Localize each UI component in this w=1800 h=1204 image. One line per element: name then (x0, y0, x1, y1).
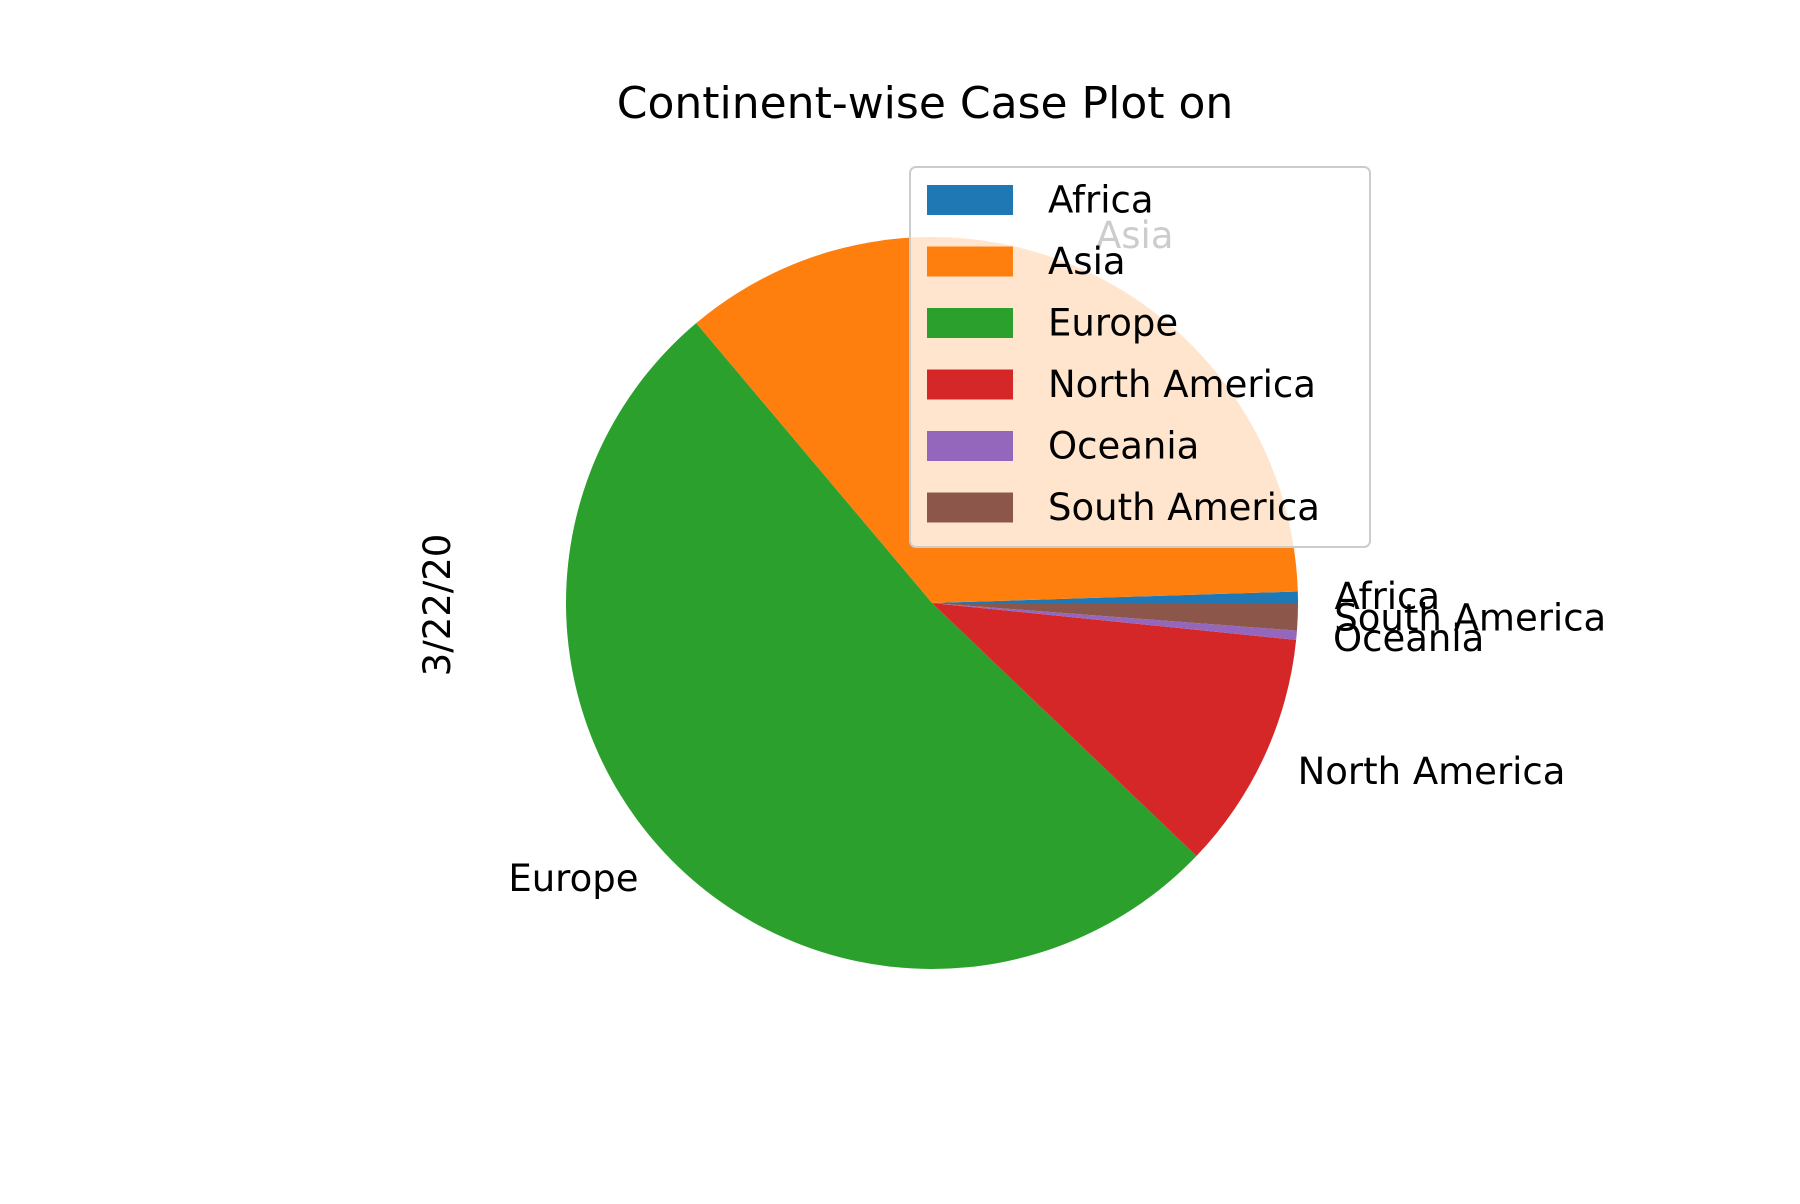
legend-label-africa: Africa (1048, 179, 1154, 222)
legend-swatch-europe (927, 308, 1013, 338)
slice-label-africa: Africa (1335, 575, 1441, 618)
pie-slice-north-america (932, 603, 1297, 857)
pie-slice-africa (932, 591, 1298, 603)
pie-slice-south-america (932, 603, 1298, 631)
legend-label-south-america: South America (1048, 486, 1320, 529)
pie-slice-europe (566, 323, 1197, 969)
legend-label-asia: Asia (1048, 240, 1126, 283)
slice-label-north-america: North America (1298, 750, 1566, 793)
legend-swatch-asia (927, 246, 1013, 277)
legend-frame (909, 166, 1371, 548)
legend: Africa Asia Europe North America Oceania Sout… (909, 166, 1371, 548)
legend-swatch-north-america (927, 369, 1013, 400)
y-axis-label: 3/22/20 (416, 534, 459, 677)
slice-label-europe: Europe (508, 857, 638, 900)
legend-label-europe: Europe (1048, 302, 1178, 345)
legend-label-north-america: North America (1048, 363, 1316, 406)
legend-swatch-africa (927, 185, 1013, 215)
legend-swatch-oceania (927, 431, 1013, 461)
chart-title: Continent-wise Case Plot on (617, 78, 1234, 129)
pie-slice-oceania (932, 603, 1297, 640)
legend-entries: Africa Asia Europe North America Oceania Sout… (927, 179, 1320, 529)
slice-label-oceania: Oceania (1333, 617, 1484, 660)
slice-label-south-america: South America (1334, 597, 1606, 640)
legend-swatch-south-america (927, 492, 1013, 523)
legend-label-oceania: Oceania (1048, 425, 1199, 468)
